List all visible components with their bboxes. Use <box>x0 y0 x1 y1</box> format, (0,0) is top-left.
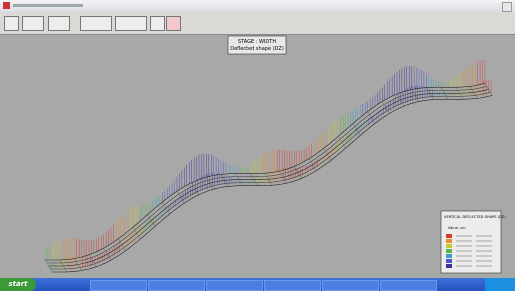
girder-line <box>50 92 490 269</box>
task-button[interactable] <box>148 280 205 291</box>
tool-button[interactable] <box>48 16 70 31</box>
legend-value-placeholder <box>456 255 472 257</box>
deflection-plot: STAGE : WIDTH Deflected shape (DZ) VERTI… <box>0 35 515 278</box>
app-icon <box>3 2 10 9</box>
legend-value-placeholder <box>476 260 492 262</box>
task-button[interactable] <box>322 280 379 291</box>
legend-swatch <box>446 249 452 253</box>
plot-title: STAGE : WIDTH <box>238 39 276 45</box>
legend-swatch <box>446 264 452 268</box>
toolbar <box>0 12 515 35</box>
tool-button[interactable] <box>80 16 112 31</box>
legend-swatch <box>446 234 452 238</box>
legend-swatch <box>446 254 452 258</box>
legend-value-placeholder <box>456 260 472 262</box>
task-button[interactable] <box>380 280 437 291</box>
tool-button[interactable] <box>22 16 44 31</box>
legend-value-placeholder <box>476 240 492 242</box>
legend-value-placeholder <box>476 265 492 267</box>
bridge-model <box>45 60 492 272</box>
legend-value-placeholder <box>456 235 472 237</box>
legend-value-placeholder <box>476 245 492 247</box>
model-view: STAGE : WIDTH Deflected shape (DZ) VERTI… <box>0 35 515 278</box>
legend-swatch <box>446 244 452 248</box>
legend-value-placeholder <box>476 255 492 257</box>
start-button[interactable]: start <box>0 278 36 291</box>
legend-value-placeholder <box>476 250 492 252</box>
system-tray <box>485 278 515 291</box>
plot-subtitle: Deflected shape (DZ) <box>230 46 284 52</box>
legend-value-placeholder <box>456 265 472 267</box>
legend-value-placeholder <box>456 245 472 247</box>
legend-value-placeholder <box>456 240 472 242</box>
legend-swatch <box>446 239 452 243</box>
tool-button[interactable] <box>4 16 19 31</box>
task-button[interactable] <box>206 280 263 291</box>
legend-swatch <box>446 259 452 263</box>
legend-value-placeholder <box>456 250 472 252</box>
legend-value-placeholder <box>476 235 492 237</box>
legend-unit: Value, cm <box>448 226 466 230</box>
tool-button[interactable] <box>166 16 181 31</box>
girder-line <box>52 95 492 272</box>
task-button[interactable] <box>264 280 321 291</box>
close-button[interactable] <box>502 2 512 12</box>
tool-button[interactable] <box>115 16 147 31</box>
task-button[interactable] <box>90 280 147 291</box>
tool-button[interactable] <box>150 16 165 31</box>
girder-line <box>47 86 487 263</box>
legend-title: VERTICAL DEFLECTED SHAPE (DZ) <box>444 215 506 219</box>
taskbar: start <box>0 278 515 291</box>
app-window: STAGE : WIDTH Deflected shape (DZ) VERTI… <box>0 0 515 291</box>
window-caption <box>13 4 83 7</box>
